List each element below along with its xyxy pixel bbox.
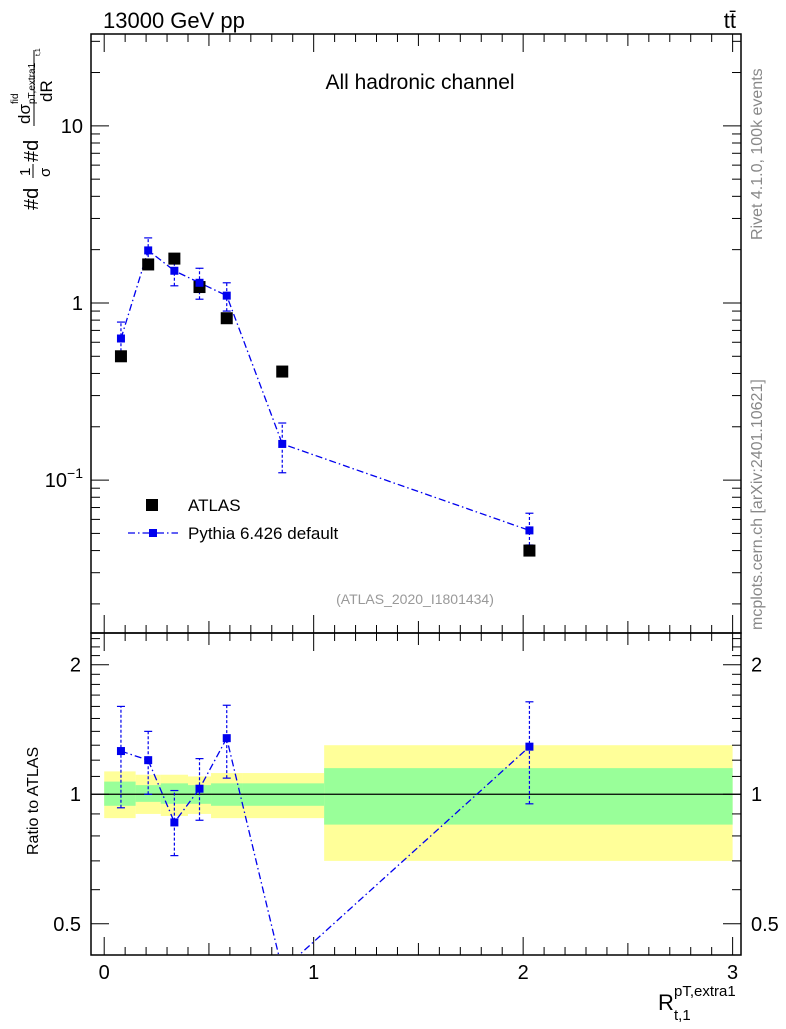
mcplots-label: mcplots.cern.ch [arXiv:2401.10621]: [749, 379, 766, 630]
pythia-point: [222, 291, 231, 300]
ratio-xtick-label: 3: [727, 962, 738, 984]
main-ytick-label: 10−1: [45, 465, 83, 492]
main-ylabel: #d 1 σ #d dσ fid pT,extra1 t,1 dR: [10, 48, 56, 210]
ratio-point: [222, 734, 231, 743]
main-frame: [90, 33, 742, 634]
main-panel: 10−1 1 10 All hadronic channel (ATLAS_2020…: [10, 33, 742, 634]
atlas-point: [142, 258, 155, 271]
legend-atlas-marker: [146, 499, 158, 511]
pythia-point: [525, 526, 534, 535]
ratio-ytick-label-right: 1: [751, 784, 762, 806]
atlas-point: [168, 252, 181, 265]
ratio-ytick-label-right: 0.5: [751, 914, 779, 936]
ratio-ytick-label-left: 1: [70, 784, 81, 806]
ratio-ytick-label-right: 2: [751, 655, 762, 677]
ratio-point: [170, 818, 179, 827]
atlas-point: [114, 350, 127, 363]
pythia-point: [144, 246, 153, 255]
rivet-label: Rivet 4.1.0, 100k events: [749, 68, 766, 240]
atlas-point: [523, 544, 536, 557]
ratio-point: [116, 747, 125, 756]
ratio-point: [144, 756, 153, 765]
legend-pythia-marker: [149, 529, 157, 537]
ratio-point: [525, 742, 534, 751]
ratio-xtick-label: 2: [518, 962, 529, 984]
xlabel-sup: pT,extra1: [674, 983, 736, 1000]
legend: ATLAS Pythia 6.426 default: [128, 496, 339, 543]
ratio-panel: 0.5 0.5 1 1 2 2 0 1 2 3 Ratio to ATLAS R pT,extra…: [25, 632, 779, 1024]
pythia-point: [278, 439, 287, 448]
ylabel-frac-num: 1: [17, 168, 34, 176]
ylabel-dsigma: dσ: [15, 104, 34, 124]
ylabel-sup: fid: [10, 93, 21, 104]
ratio-point: [278, 966, 286, 974]
atlas-point: [276, 365, 289, 378]
ylabel-sub1: pT,extra1: [27, 62, 38, 104]
xlabel-main: R: [658, 990, 674, 1015]
xlabel-sub: t,1: [674, 1007, 691, 1024]
process-label: tt̄: [724, 8, 736, 33]
energy-label: 13000 GeV pp: [103, 8, 245, 33]
atlas-point: [220, 312, 233, 325]
analysis-id: (ATLAS_2020_I1801434): [336, 591, 494, 607]
ratio-ylabel: Ratio to ATLAS: [25, 747, 42, 855]
ratio-ytick-label-left: 2: [70, 655, 81, 677]
legend-pythia-label: Pythia 6.426 default: [188, 524, 339, 543]
pythia-point: [116, 334, 125, 343]
ylabel-sub2: t,1: [35, 48, 42, 56]
main-ytick-label: 1: [72, 293, 83, 315]
ylabel-den: dR: [37, 80, 56, 102]
main-ytick-label: 10: [61, 116, 83, 138]
pythia-point: [170, 266, 179, 275]
ratio-xlabel: R pT,extra1 t,1: [658, 983, 736, 1024]
ylabel-prefix: #d: [21, 188, 43, 210]
ratio-xtick-label: 0: [99, 962, 110, 984]
ylabel-frac-den: σ: [37, 167, 54, 177]
ratio-band-inner: [324, 768, 733, 825]
ratio-ytick-label-left: 0.5: [53, 914, 81, 936]
ylabel-mid: #d: [21, 140, 43, 162]
ratio-xtick-label: 1: [308, 962, 319, 984]
pythia-line: [120, 249, 530, 532]
ratio-point: [195, 784, 204, 793]
chart-title: All hadronic channel: [325, 71, 514, 94]
pythia-point: [195, 278, 204, 287]
legend-atlas-label: ATLAS: [188, 496, 241, 515]
